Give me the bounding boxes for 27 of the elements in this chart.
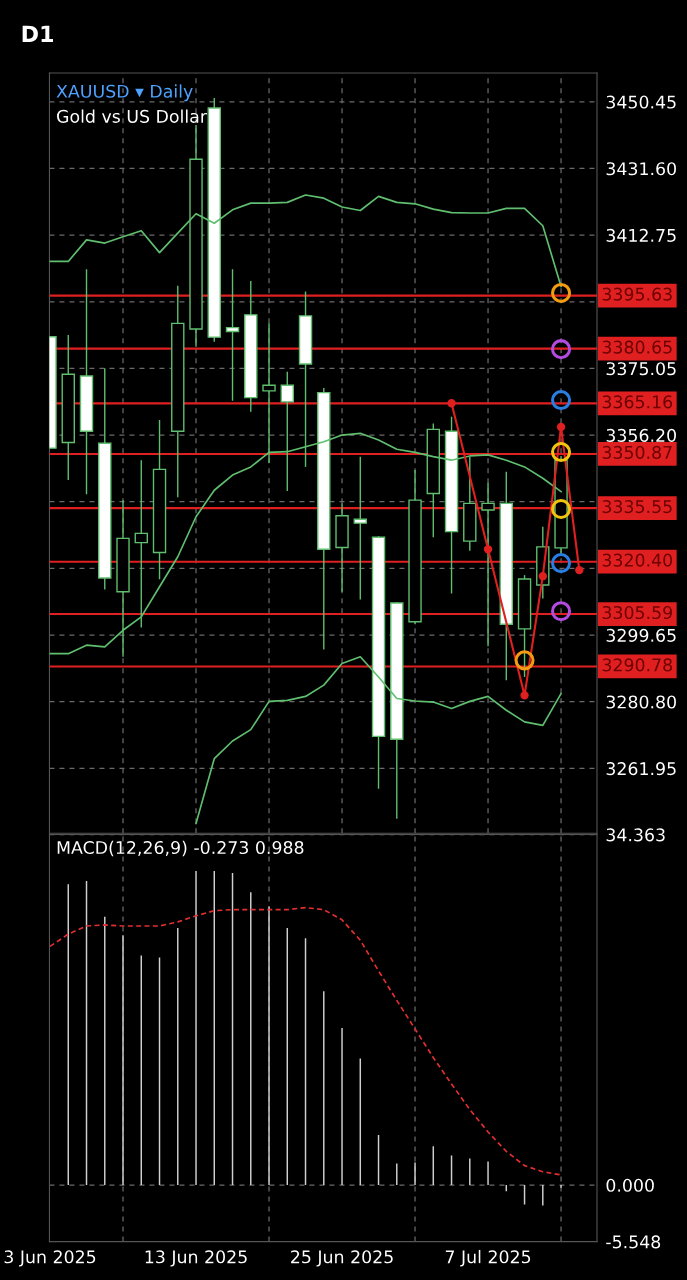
- ref-line-label: 3335.55: [602, 500, 672, 514]
- text: Gold vs US Dollar: [57, 109, 207, 123]
- x-tick-label: 25 Jun 2025: [291, 1250, 393, 1267]
- y-tick-label: 3356.20: [606, 428, 676, 442]
- ref-line-label: 3305.59: [602, 605, 672, 620]
- y-tick-label: 3431.60: [606, 162, 676, 176]
- x-tick-label: 3 Jun 2025: [4, 1250, 96, 1267]
- ref-line-label: 3380.65: [602, 340, 672, 354]
- ref-line-label: 3290.78: [602, 658, 672, 672]
- text: D1: [22, 25, 53, 42]
- y-tick-label: 34.363: [606, 828, 665, 842]
- ref-line-label: 3350.87: [602, 445, 672, 459]
- y-tick-label: 3299.65: [606, 628, 676, 642]
- ref-line-label: 3395.63: [602, 287, 672, 301]
- text: XAUUSD ▾ Daily: [56, 84, 193, 102]
- chart-title: MACD(12,26,9) -0.273 0.988: [57, 840, 304, 857]
- x-tick-label: 13 Jun 2025: [145, 1250, 247, 1267]
- y-tick-label: 3261.95: [606, 762, 676, 776]
- y-tick-label: 3412.75: [606, 228, 676, 242]
- y-tick-label: 3450.45: [606, 95, 676, 109]
- y-tick-label: 3280.80: [606, 695, 676, 709]
- x-tick-label: 7 Jul 2025: [445, 1249, 531, 1267]
- ref-line-label: 3365.16: [602, 395, 673, 409]
- y-tick-label: 0.000: [606, 1178, 654, 1192]
- y-tick-label: -5.548: [606, 1235, 661, 1249]
- y-tick-label: 3375.05: [606, 362, 676, 376]
- ref-line-label: 3320.40: [602, 553, 673, 567]
